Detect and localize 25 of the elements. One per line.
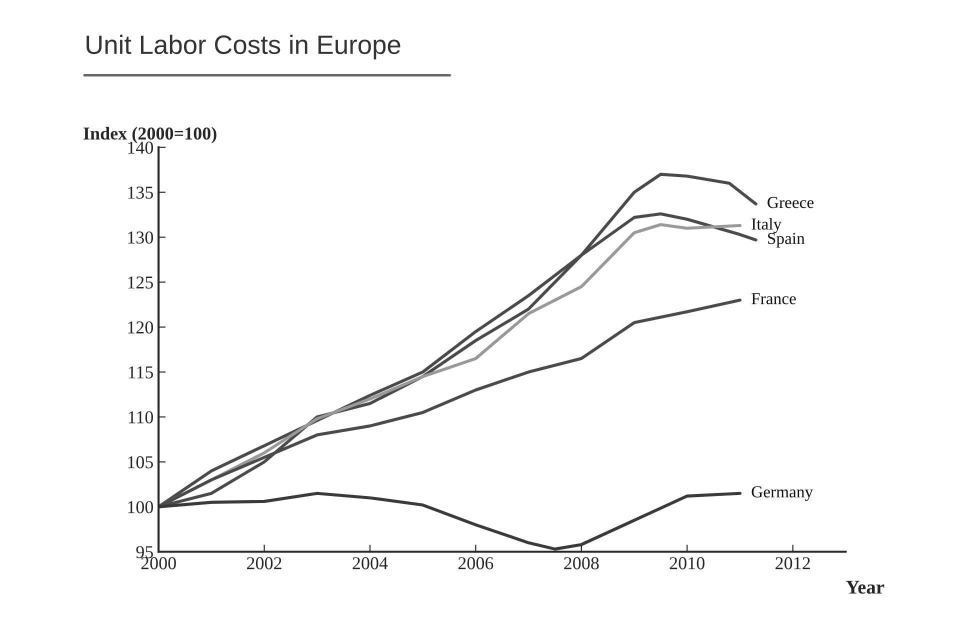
series-label: Germany [752,486,814,501]
y-tick-label: 100 [128,501,154,514]
y-tick-label: 135 [128,186,153,199]
series-label: Italy [752,218,782,234]
x-tick-label: 2002 [247,557,282,570]
series-label: France [752,293,796,304]
y-tick-label: 120 [128,321,154,334]
y-tick-label: 140 [128,142,154,154]
x-tick-label: 2012 [776,557,810,570]
x-tick-label: 2004 [352,557,388,570]
series-label: Spain [768,232,805,248]
y-tick-label: 115 [128,366,153,378]
x-tick-label: 2008 [564,557,599,570]
x-tick-label: 2006 [458,557,494,570]
y-tick-label: 110 [128,411,154,424]
y-tick-label: 95 [136,546,153,558]
chart-title: Unit Labor Costs in Europe [86,34,400,60]
x-tick-label: 2000 [141,557,176,570]
line-series [158,492,742,551]
series-label: Greece [768,196,814,208]
x-axis-title: Year [846,580,884,594]
y-tick-label: 125 [128,276,153,289]
y-tick-label: 105 [128,456,153,468]
y-tick-label: 130 [128,231,154,244]
x-tick-label: 2010 [670,557,704,570]
